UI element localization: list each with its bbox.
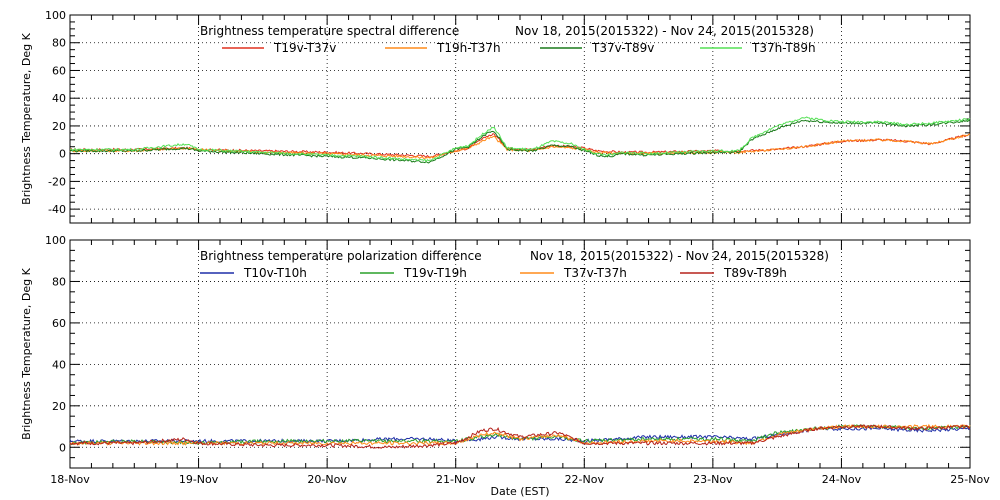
x-tick-label: 24-Nov — [822, 473, 862, 486]
panel-date-range: Nov 18, 2015(2015322) - Nov 24, 2015(201… — [515, 24, 814, 38]
legend-label: T19h-T37h — [436, 41, 501, 55]
y-tick-label: 80 — [52, 37, 66, 50]
y-axis-title: Brightness Temperature, Deg K — [20, 267, 33, 439]
y-tick-label: -20 — [48, 175, 66, 188]
series-line-t89v-t89h — [69, 423, 971, 449]
y-tick-label: 100 — [45, 234, 66, 247]
panel-title: Brightness temperature spectral differen… — [200, 24, 459, 38]
legend-label: T89v-T89h — [723, 266, 787, 280]
series-line-t37h-t89h — [69, 116, 971, 163]
top-panel: -40 -20 0 20 40 60 80 100 Brightness Temperature… — [20, 9, 971, 224]
x-tick-label: 25-Nov — [950, 473, 990, 486]
bottom-panel: 0 20 40 60 80 100 18-Nov 19-Nov 20-Nov 21-Nov 22-N… — [20, 234, 990, 486]
x-tick-label: 18-Nov — [50, 473, 90, 486]
y-tick-label: 40 — [52, 92, 66, 105]
x-tick-label: 22-Nov — [565, 473, 605, 486]
series-line-t37v-t89v — [69, 119, 971, 164]
x-tick-label: 23-Nov — [693, 473, 733, 486]
y-tick-label: 100 — [45, 9, 66, 22]
y-tick-label: 20 — [52, 400, 66, 413]
x-tick-label: 19-Nov — [179, 473, 219, 486]
legend-label: T37h-T89h — [751, 41, 816, 55]
legend-label: T37v-T89v — [591, 41, 654, 55]
y-tick-label: 60 — [52, 317, 66, 330]
y-tick-label: 0 — [59, 441, 66, 454]
x-tick-label: 20-Nov — [307, 473, 347, 486]
y-tick-label: 0 — [59, 148, 66, 161]
x-tick-label: 21-Nov — [436, 473, 476, 486]
legend-label: T19v-T19h — [403, 266, 467, 280]
panel-title: Brightness temperature polarization diff… — [200, 249, 482, 263]
legend-label: T19v-T37v — [273, 41, 336, 55]
legend-label: T37v-T37h — [563, 266, 627, 280]
y-axis-title: Brightness Temperature, Deg K — [20, 32, 33, 204]
x-axis-title: Date (EST) — [490, 485, 549, 498]
y-tick-label: -40 — [48, 203, 66, 216]
panel-date-range: Nov 18, 2015(2015322) - Nov 24, 2015(201… — [530, 249, 829, 263]
plot-frame — [69, 239, 971, 469]
legend-label: T10v-T10h — [243, 266, 307, 280]
y-tick-label: 60 — [52, 64, 66, 77]
y-tick-label: 80 — [52, 275, 66, 288]
y-tick-label: 40 — [52, 358, 66, 371]
plot-frame — [69, 14, 971, 224]
y-tick-label: 20 — [52, 120, 66, 133]
